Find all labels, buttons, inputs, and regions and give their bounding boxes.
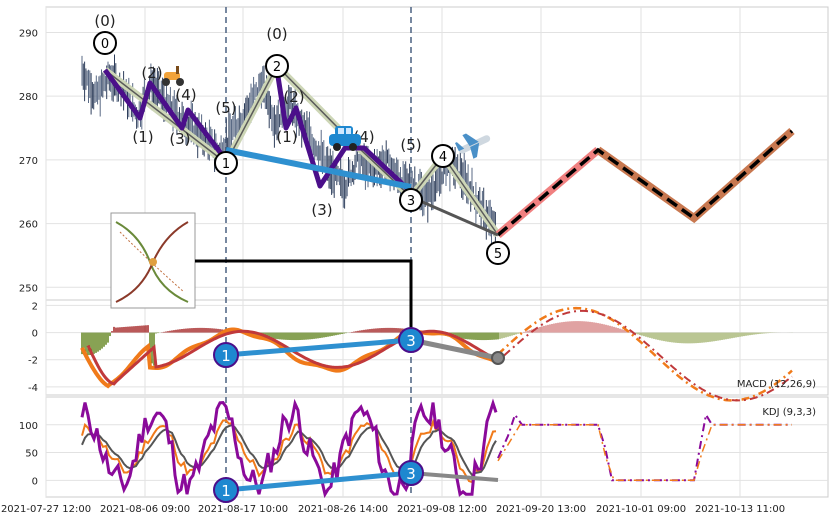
macd-forecast-line	[497, 306, 793, 402]
kdj-k-line	[81, 418, 497, 484]
price-y-tick: 280	[19, 92, 38, 103]
kdj-title: KDJ (9,3,3)	[762, 407, 816, 418]
kdj-forecast-line-orange	[497, 424, 792, 482]
minor-label-2: (2)	[141, 64, 162, 82]
wave-text-1: 1	[222, 157, 230, 172]
kdj-divergence-line	[225, 470, 412, 493]
price-y-tick: 270	[19, 156, 38, 167]
kdj-label-3-text: 3	[406, 465, 416, 483]
forecast-dashed-line	[496, 129, 794, 237]
x-tick-label: 2021-09-08 12:00	[397, 504, 487, 515]
x-tick-labels: 2021-07-27 12:00 2021-08-06 09:00 2021-08-…	[1, 504, 785, 515]
minor-label-1: (1)	[132, 128, 153, 146]
x-tick-label: 2021-08-26 14:00	[298, 504, 388, 515]
macd-label-3: 3	[398, 327, 424, 353]
price-trend-blue	[225, 147, 412, 190]
inset-connector-line	[195, 259, 413, 330]
inset-thumbnail	[110, 212, 196, 309]
price-y-tick: 290	[19, 28, 38, 39]
minor-label-2b: (2)	[283, 88, 304, 106]
kdj-y-tick: 100	[19, 421, 38, 432]
wave-text-0: 0	[101, 37, 109, 52]
x-tick-label: 2021-07-27 12:00	[1, 504, 91, 515]
kdj-d-line	[81, 423, 497, 477]
x-tick-label: 2021-08-06 09:00	[100, 504, 190, 515]
price-y-tick: 250	[19, 283, 38, 294]
minor-label-5: (5)	[215, 99, 236, 117]
macd-y-tick: 0	[32, 329, 38, 340]
macd-grey-tail	[410, 337, 499, 361]
kdj-label-1: 1	[213, 477, 239, 503]
macd-label-3-text: 3	[406, 332, 416, 350]
kdj-y-tick: 50	[25, 449, 38, 460]
wave-label-3: 3	[399, 188, 423, 212]
airplane-icon	[455, 133, 491, 159]
minor-label-5b: (5)	[400, 136, 421, 154]
x-tick-label: 2021-09-20 13:00	[496, 504, 586, 515]
wave-text-3: 3	[407, 194, 415, 209]
car-icon	[329, 126, 361, 151]
price-y-tick: 260	[19, 220, 38, 231]
wave-label-4: 4	[431, 144, 455, 168]
wave-text-4: 4	[439, 150, 447, 165]
wave-label-0: 0	[93, 31, 117, 55]
macd-title: MACD (12,26,9)	[737, 379, 816, 390]
wave-purple-line-2	[274, 69, 413, 194]
kdj-y-tick: 0	[32, 476, 38, 487]
macd-forecast-signal	[503, 309, 793, 402]
minor-label-3b: (3)	[311, 201, 332, 219]
minor-label-0: (0)	[94, 12, 115, 30]
kdj-panel	[45, 396, 829, 498]
wave-label-1: 1	[214, 151, 238, 175]
wave-label-5: 5	[486, 241, 510, 265]
minor-label-3: (3)	[169, 130, 190, 148]
macd-label-1-text: 1	[221, 347, 231, 365]
wave-text-5: 5	[494, 247, 502, 262]
forecast-grey-tail	[410, 195, 499, 237]
wave-purple-line-1	[102, 68, 228, 162]
minor-label-4: (4)	[175, 86, 196, 104]
y-tick-labels: 250 260 270 280 290 2 0 -2 -4 100 50 0	[19, 28, 38, 487]
scooter-icon	[162, 66, 184, 86]
x-tick-label: 2021-10-01 09:00	[596, 504, 686, 515]
macd-y-tick: -2	[28, 356, 38, 367]
macd-y-tick: -4	[28, 383, 38, 394]
minor-label-0b: (0)	[266, 25, 287, 43]
x-tick-label: 2021-10-13 11:00	[695, 504, 785, 515]
wave-label-2: 2	[265, 54, 289, 78]
kdj-label-3: 3	[398, 460, 424, 486]
macd-line	[80, 327, 499, 389]
macd-y-tick: 2	[32, 301, 38, 312]
kdj-label-1-text: 1	[221, 482, 231, 500]
kdj-grey-tail	[410, 471, 499, 482]
x-tick-label: 2021-08-17 10:00	[198, 504, 288, 515]
macd-end-dot	[491, 351, 505, 365]
wave-text-2: 2	[273, 60, 281, 75]
minor-label-1b: (1)	[276, 128, 297, 146]
kdj-j-line	[80, 398, 498, 499]
macd-label-1: 1	[213, 342, 239, 368]
kdj-forecast-line	[497, 412, 792, 482]
macd-divergence-line	[225, 337, 412, 358]
